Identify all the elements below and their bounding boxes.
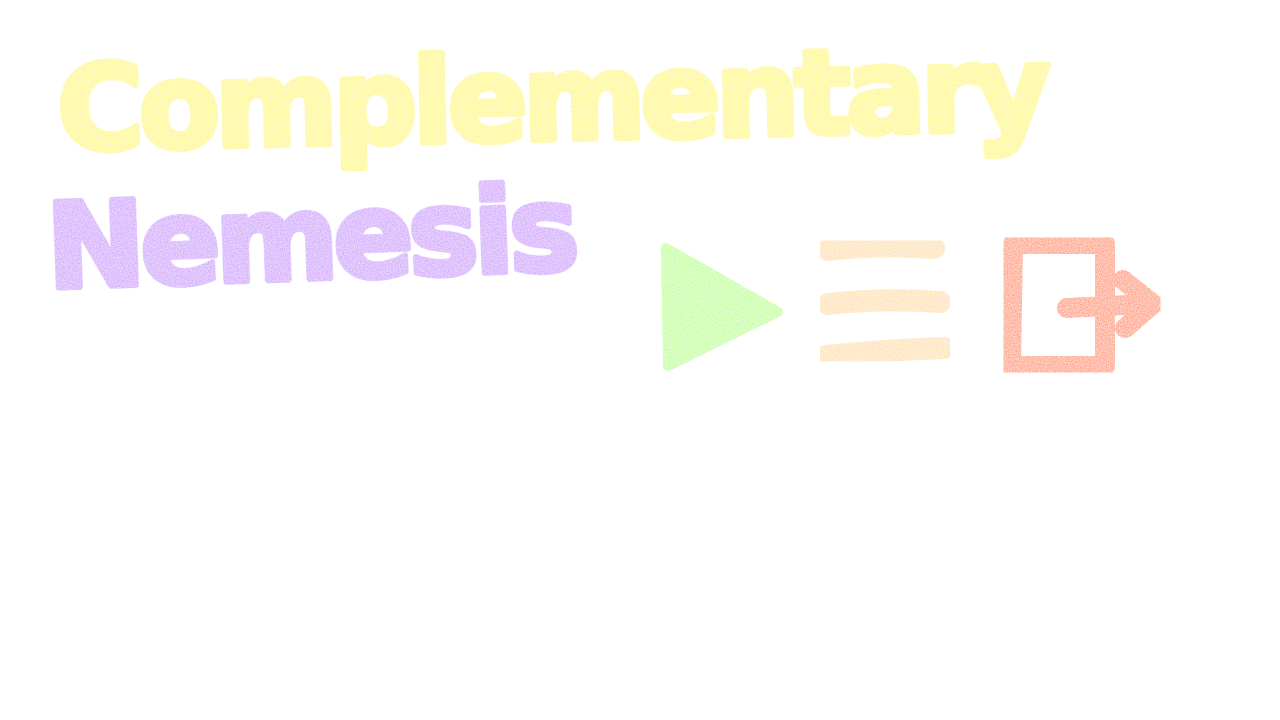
menu-button[interactable]	[810, 228, 960, 378]
exit-door-icon	[1001, 234, 1163, 376]
game-title: Complementary Nemesis	[41, 16, 1053, 319]
title-line-nemesis: Nemesis	[44, 160, 576, 316]
play-icon	[661, 243, 783, 371]
exit-button[interactable]	[995, 230, 1170, 380]
play-button[interactable]	[650, 236, 790, 376]
hamburger-menu-icon	[815, 235, 955, 367]
title-line-complementary: Complementary	[56, 19, 1050, 178]
